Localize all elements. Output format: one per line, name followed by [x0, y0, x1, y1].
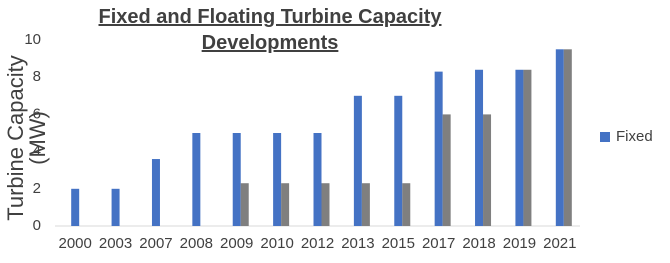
y-tick-label: 6 [33, 105, 41, 122]
y-tick-label: 8 [33, 68, 41, 85]
x-tick-label: 2015 [382, 235, 415, 252]
x-tick-label: 2007 [139, 235, 172, 252]
bar [353, 95, 362, 226]
legend-swatch [600, 132, 610, 142]
x-tick-label: 2018 [462, 235, 495, 252]
bar [111, 188, 120, 226]
bar [555, 49, 564, 226]
y-tick-label: 4 [33, 143, 41, 160]
bar [394, 95, 403, 226]
bar [515, 69, 524, 226]
bar [321, 183, 330, 226]
y-tick-label: 0 [33, 217, 41, 234]
y-tick-label: 2 [33, 180, 41, 197]
x-tick-label: 2019 [503, 235, 536, 252]
x-tick-label: 2017 [422, 235, 455, 252]
bar [281, 183, 290, 226]
bar [442, 114, 451, 226]
x-tick-label: 2000 [59, 235, 92, 252]
x-tick-label: 2013 [341, 235, 374, 252]
bar [71, 188, 80, 226]
x-tick-label: 2008 [180, 235, 213, 252]
x-tick-label: 2003 [99, 235, 132, 252]
bar [151, 159, 160, 226]
bar [232, 133, 241, 226]
bar [192, 133, 201, 226]
bar [402, 183, 411, 226]
y-axis-label: Turbine Capacity (MW) [3, 55, 50, 221]
bar [475, 69, 484, 226]
bar [240, 183, 249, 226]
y-tick-label: 10 [24, 31, 41, 48]
bar [313, 133, 322, 226]
bar [434, 71, 443, 227]
chart-title: Fixed and Floating Turbine Capacity Deve… [98, 6, 442, 54]
x-tick-label: 2012 [301, 235, 334, 252]
bar [361, 183, 370, 226]
bar [523, 69, 532, 226]
bar [563, 49, 572, 226]
bar [273, 133, 282, 226]
bar [483, 114, 492, 226]
x-tick-label: 2021 [543, 235, 576, 252]
legend-label: Fixed [616, 128, 653, 145]
x-tick-label: 2009 [220, 235, 253, 252]
x-tick-label: 2010 [260, 235, 293, 252]
